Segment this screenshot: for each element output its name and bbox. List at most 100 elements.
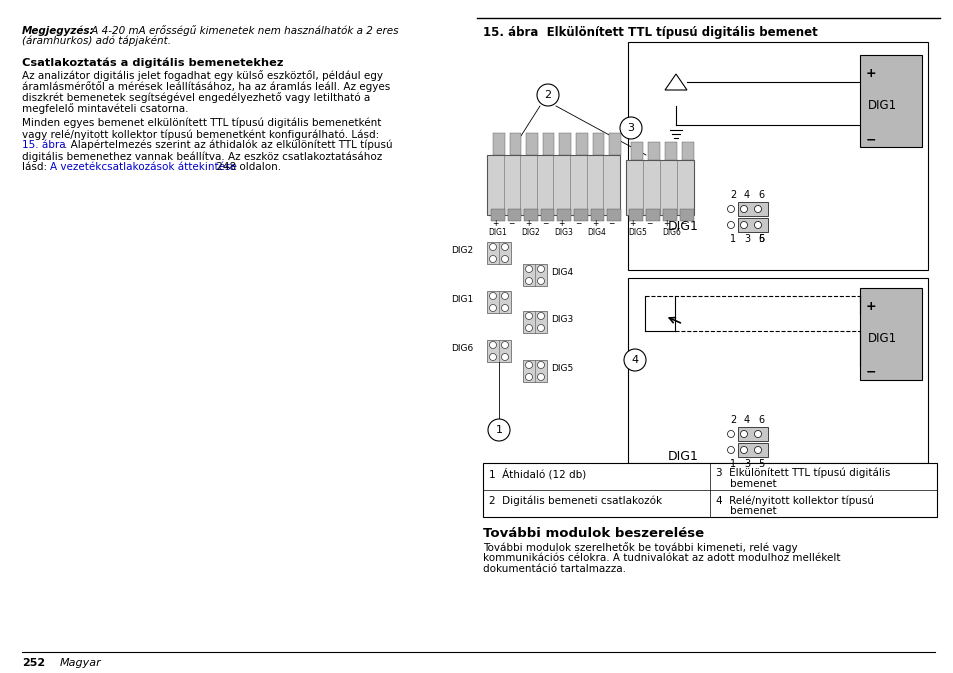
Text: −: − [575,219,581,228]
Text: DIG1: DIG1 [867,99,896,112]
Bar [509,133,520,155]
Circle shape [501,293,508,299]
Text: DIG2: DIG2 [451,246,473,255]
Circle shape [727,221,734,229]
Text: 4: 4 [631,355,638,365]
Text: −: − [541,219,548,228]
Circle shape [537,277,544,285]
Bar [576,133,587,155]
Text: 1: 1 [729,234,736,244]
Text: A 4-20 mA erősségű kimenetek nem használhatók a 2 eres: A 4-20 mA erősségű kimenetek nem használ… [88,25,398,36]
Circle shape [489,341,496,349]
Bar [540,209,554,221]
Text: +: + [662,219,669,228]
Bar [664,142,677,160]
Bar [574,209,587,221]
Circle shape [727,205,734,213]
Circle shape [740,446,747,454]
Circle shape [537,374,544,380]
Circle shape [501,256,508,262]
Text: +: + [865,67,876,80]
Bar [627,42,927,270]
Text: 1: 1 [729,459,736,469]
Text: kommunikációs célokra. A tudnivalókat az adott modulhoz mellékelt: kommunikációs célokra. A tudnivalókat az… [482,553,840,563]
Bar [522,360,546,382]
Bar [859,288,921,380]
Text: dokumentáció tartalmazza.: dokumentáció tartalmazza. [482,564,625,574]
Bar [625,160,693,215]
Bar [482,463,936,517]
Circle shape [501,304,508,312]
Circle shape [740,205,747,213]
Circle shape [740,221,747,229]
Text: DIG6: DIG6 [451,344,473,353]
Bar [486,340,511,362]
Bar [645,209,659,221]
Text: 4  Relé/nyitott kollektor típusú: 4 Relé/nyitott kollektor típusú [716,495,873,505]
Text: 2: 2 [729,415,736,425]
Text: 15. ábra  Elkülönített TTL típusú digitális bemenet: 15. ábra Elkülönített TTL típusú digitál… [482,26,817,39]
Bar [738,427,767,441]
Text: 15. ábra: 15. ábra [22,140,66,150]
Text: Csatlakoztatás a digitális bemenetekhez: Csatlakoztatás a digitális bemenetekhez [22,57,283,67]
Text: 6: 6 [758,234,763,244]
Bar [607,209,620,221]
Circle shape [525,374,532,380]
Bar [609,133,620,155]
Circle shape [740,431,747,437]
Circle shape [501,244,508,250]
Text: 6: 6 [758,415,763,425]
Circle shape [754,446,760,454]
Bar [486,291,511,313]
Polygon shape [664,74,686,90]
Text: −: − [608,219,614,228]
Circle shape [754,221,760,229]
Bar [522,264,546,286]
Text: További modulok szerelhetők be további kimeneti, relé vagy: További modulok szerelhetők be további k… [482,542,797,553]
Text: 1  Áthidaló (12 db): 1 Áthidaló (12 db) [489,468,586,479]
Bar [486,242,511,264]
Circle shape [537,361,544,369]
Bar [592,133,604,155]
Text: −: − [865,133,876,146]
Bar [679,209,693,221]
Bar [738,218,767,232]
Bar [522,311,546,333]
Text: Az analizátor digitális jelet fogadhat egy külső eszköztől, például egy: Az analizátor digitális jelet fogadhat e… [22,70,382,81]
Circle shape [489,256,496,262]
Text: −: − [508,219,515,228]
Bar [859,55,921,147]
Text: bemenet: bemenet [729,506,776,516]
Text: vagy relé/nyitott kollektor típusú bemenetként konfigurálható. Lásd:: vagy relé/nyitott kollektor típusú bemen… [22,129,379,139]
Circle shape [525,312,532,320]
Text: DIG2: DIG2 [520,228,539,237]
Text: +: + [591,219,598,228]
Circle shape [754,205,760,213]
Text: megfelelő mintavételi csatorna.: megfelelő mintavételi csatorna. [22,103,189,114]
Text: További modulok beszerelése: További modulok beszerelése [482,527,703,540]
Bar [557,209,571,221]
Bar [630,142,642,160]
Text: DIG3: DIG3 [551,315,573,324]
Text: 3: 3 [627,123,634,133]
Bar [542,133,554,155]
Bar [738,443,767,457]
Text: DIG1: DIG1 [451,295,473,304]
Bar [526,133,537,155]
Text: . Alapértelmezés szerint az áthidalók az elkülönített TTL típusú: . Alapértelmezés szerint az áthidalók az… [64,140,393,151]
Text: 3  Elkülönített TTL típusú digitális: 3 Elkülönített TTL típusú digitális [716,468,889,479]
Bar [507,209,520,221]
Bar [627,278,927,463]
Bar [681,142,693,160]
Bar [486,155,619,215]
Text: DIG4: DIG4 [551,268,573,277]
Text: lásd:: lásd: [22,162,51,172]
Bar [628,209,642,221]
Circle shape [489,293,496,299]
Text: 3: 3 [743,234,749,244]
Text: Minden egyes bemenet elkülönített TTL típusú digitális bemenetként: Minden egyes bemenet elkülönített TTL tí… [22,118,381,129]
Text: diszkrét bemenetek segítségével engedélyezhető vagy letiltható a: diszkrét bemenetek segítségével engedély… [22,92,370,103]
Circle shape [537,324,544,332]
Circle shape [619,117,641,139]
Text: Megjegyzés:: Megjegyzés: [22,25,94,36]
